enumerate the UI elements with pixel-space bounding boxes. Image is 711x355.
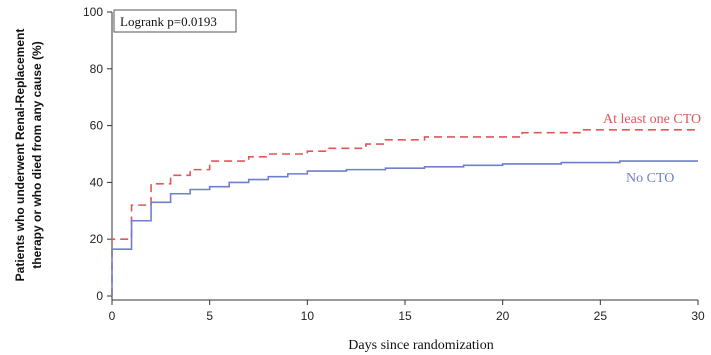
y-tick-label: 60 — [90, 119, 104, 133]
axes — [111, 12, 698, 301]
x-ticks: 0 5 10 15 20 25 30 — [109, 300, 705, 323]
x-tick-label: 15 — [398, 309, 412, 323]
annotation-text: Logrank p=0.0193 — [120, 14, 217, 29]
series-label-no-cto: No CTO — [626, 171, 674, 186]
series-label-at-least-one-cto: At least one CTO — [603, 112, 701, 127]
x-tick-label: 20 — [496, 309, 510, 323]
x-tick-label: 0 — [109, 309, 116, 323]
x-axis-title: Days since randomization — [348, 338, 493, 353]
x-tick-label: 10 — [301, 309, 315, 323]
annotation-box — [113, 9, 237, 33]
logrank-annotation: Logrank p=0.0193 — [113, 9, 237, 33]
x-tick-label: 30 — [691, 309, 705, 323]
y-tick-label: 40 — [90, 175, 104, 189]
series-line-no-cto — [111, 160, 698, 296]
y-tick-label: 80 — [90, 62, 104, 76]
y-tick-label: 100 — [83, 5, 103, 19]
y-axis-title-line-1: Patients who underwent Renal-Replacement — [13, 29, 27, 282]
y-axis-title: Patients who underwent Renal-Replacement… — [13, 29, 44, 282]
x-tick-label: 25 — [594, 309, 608, 323]
y-axis-title-line-2: therapy or who died from any cause (%) — [30, 41, 44, 268]
y-tick-label: 0 — [96, 289, 103, 303]
series-line-at-least-one-cto — [111, 129, 698, 296]
y-ticks: 0 20 40 60 80 100 — [83, 5, 112, 303]
x-tick-label: 5 — [206, 309, 213, 323]
y-tick-label: 20 — [90, 232, 104, 246]
series-group — [111, 129, 698, 296]
